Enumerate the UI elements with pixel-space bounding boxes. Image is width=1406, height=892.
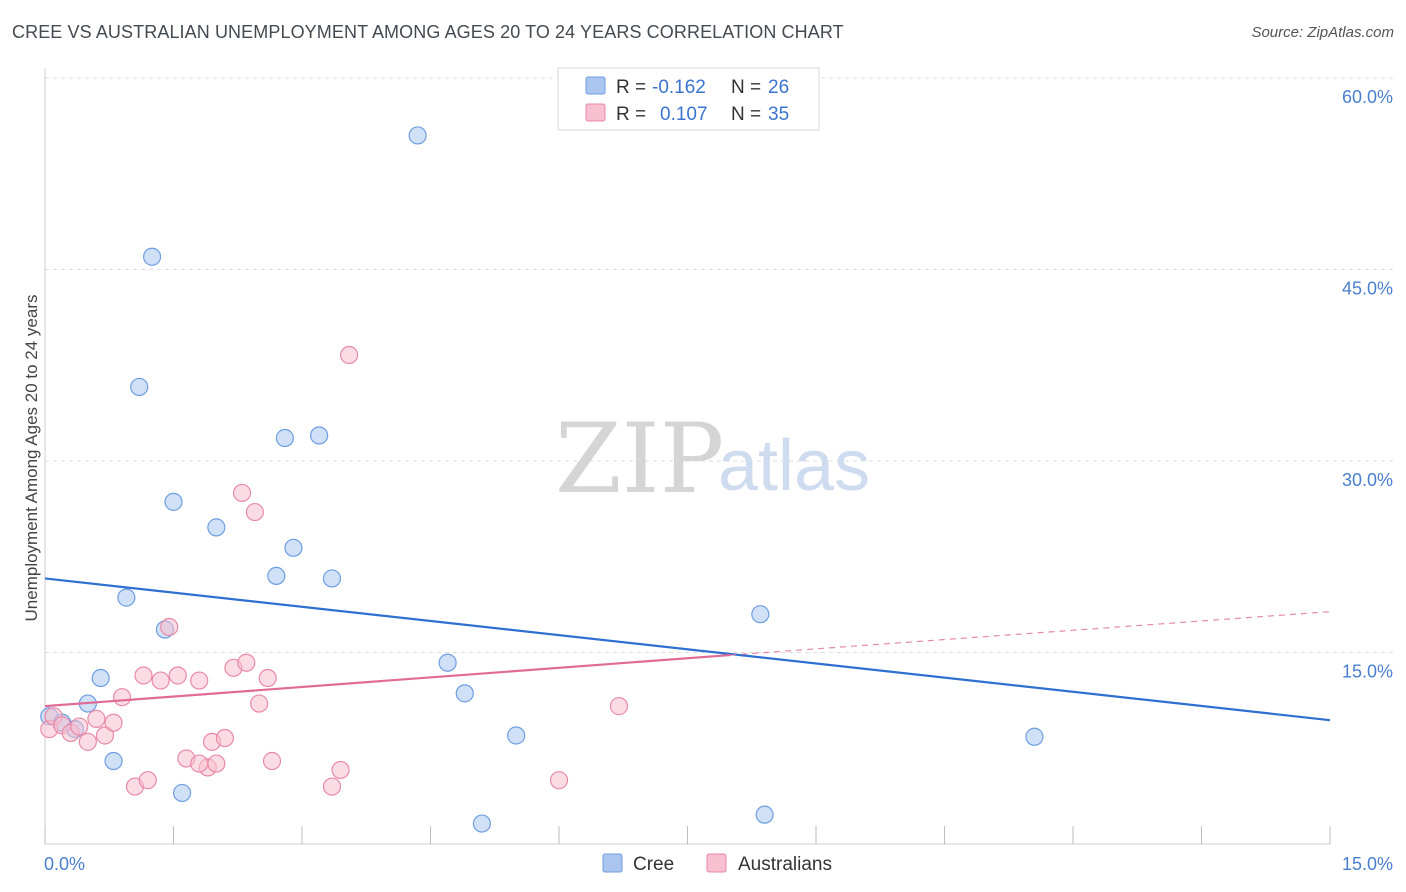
australians-point-20 — [207, 754, 226, 773]
australians-point-5 — [78, 732, 97, 751]
cree-point-22 — [507, 726, 526, 745]
trend-layer — [44, 577, 1331, 722]
cree-point-19 — [438, 653, 457, 672]
cree-point-15 — [284, 538, 303, 557]
cree-point-5 — [104, 751, 123, 771]
australians-point-31 — [340, 345, 359, 365]
australians-point-30 — [331, 760, 350, 780]
source-credit: Source: ZipAtlas.com — [1251, 24, 1394, 41]
legend-n-value-cree: 26 — [768, 77, 789, 98]
legend-n-label-australians: N = — [731, 104, 761, 125]
watermark-zip: ZIP — [555, 403, 724, 515]
australians-point-17 — [190, 671, 209, 690]
cree-point-7 — [142, 247, 162, 266]
cree-point-13 — [267, 566, 286, 586]
australians-point-21 — [215, 728, 234, 748]
watermark-atlas: atlas — [718, 426, 870, 506]
series-legend-label-cree: Cree — [633, 854, 674, 875]
grid-layer — [45, 77, 1395, 653]
cree-point-9 — [130, 377, 149, 397]
cree-point-16 — [310, 426, 329, 445]
australians-point-23 — [232, 483, 252, 503]
australians-point-14 — [160, 617, 179, 637]
australians-point-13 — [151, 671, 170, 690]
series-legend: Cree Australians — [602, 853, 832, 875]
legend-r-value-australians: 0.107 — [660, 104, 708, 125]
cree-trend-line — [44, 577, 1331, 722]
cree-point-21 — [472, 814, 491, 833]
y-tick-label-2: 45.0% — [1342, 279, 1393, 299]
correlation-legend: R = -0.162 N = 26 R = 0.107 N = 35 — [557, 67, 820, 131]
series-legend-swatch-australians — [706, 853, 727, 873]
tick-layer: 15.0% 30.0% 45.0% 60.0% 0.0% 15.0% — [44, 87, 1393, 874]
legend-swatch-cree — [585, 76, 606, 95]
chart-title: CREE VS AUSTRALIAN UNEMPLOYMENT AMONG AG… — [12, 22, 844, 42]
australians-point-27 — [258, 668, 277, 688]
y-tick-label-1: 30.0% — [1342, 470, 1393, 490]
australians-point-32 — [549, 771, 569, 790]
x-tick-label-1: 15.0% — [1342, 854, 1393, 874]
australians-point-34 — [190, 754, 209, 773]
australians-point-7 — [95, 726, 115, 745]
australians-point-6 — [87, 709, 106, 728]
australians-point-9 — [112, 688, 132, 707]
y-tick-label-0: 15.0% — [1342, 662, 1393, 682]
australians-point-26 — [250, 694, 269, 713]
australians-point-15 — [168, 666, 187, 685]
legend-r-label-cree: R = — [616, 77, 646, 98]
cree-point-4 — [91, 668, 110, 688]
series-legend-swatch-cree — [602, 853, 623, 873]
y-tick-label-3: 60.0% — [1342, 87, 1393, 107]
australians-point-29 — [322, 777, 342, 796]
cree-point-24 — [755, 805, 774, 824]
australians-point-25 — [245, 502, 264, 522]
australians-point-4 — [70, 717, 89, 736]
x-tick-label-0: 0.0% — [44, 854, 85, 874]
legend-swatch-australians — [585, 103, 606, 122]
legend-n-value-australians: 35 — [768, 104, 789, 125]
cree-point-11 — [172, 783, 192, 803]
cree-point-14 — [275, 428, 294, 448]
series-legend-label-australians: Australians — [738, 854, 832, 875]
legend-r-value-cree: -0.162 — [652, 77, 706, 98]
australians-point-8 — [104, 713, 123, 732]
cree-point-12 — [207, 518, 226, 537]
watermark: ZIP atlas — [555, 403, 870, 515]
cree-point-25 — [1025, 727, 1044, 746]
legend-n-label-cree: N = — [731, 77, 761, 98]
points-layer — [40, 126, 1044, 833]
australians-trend-line — [44, 653, 731, 708]
cree-point-23 — [751, 605, 770, 624]
australians-point-11 — [134, 666, 153, 685]
legend-r-label-australians: R = — [616, 104, 646, 125]
cree-point-6 — [117, 588, 136, 607]
y-axis-label: Unemployment Among Ages 20 to 24 years — [22, 295, 41, 622]
cree-point-17 — [322, 569, 342, 588]
australians-trend-extension — [730, 611, 1331, 656]
cree-point-10 — [164, 492, 183, 511]
cree-point-18 — [408, 126, 427, 145]
australians-point-24 — [237, 653, 256, 672]
australians-point-12 — [138, 771, 157, 790]
australians-point-28 — [262, 751, 282, 771]
australians-point-33 — [609, 697, 629, 716]
cree-point-20 — [455, 684, 474, 703]
